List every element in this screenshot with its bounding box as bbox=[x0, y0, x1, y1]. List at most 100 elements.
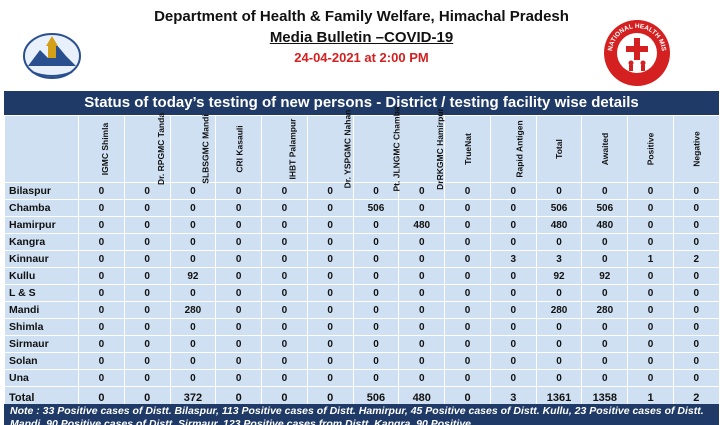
table-cell: 0 bbox=[489, 267, 537, 285]
column-header: DrRKGMC Hamirpur bbox=[398, 108, 445, 189]
table-cell: 0 bbox=[169, 318, 217, 336]
table-row: Kangra 0 0 0 0 0 0 0 0 0 0 0 0 0 0 bbox=[4, 233, 720, 251]
table-cell: 0 bbox=[78, 267, 125, 285]
table-cell: 0 bbox=[215, 199, 263, 217]
table-cell: 0 bbox=[306, 233, 354, 251]
table-cell: 0 bbox=[535, 369, 583, 387]
table-cell: 0 bbox=[398, 284, 446, 302]
table-cell: 0 bbox=[261, 318, 308, 336]
table-cell: 0 bbox=[78, 233, 125, 251]
column-header: Awaited bbox=[581, 115, 629, 183]
table-cell: 280 bbox=[581, 301, 629, 319]
table-cell: 0 bbox=[627, 318, 674, 336]
table-cell: 0 bbox=[627, 233, 674, 251]
table-cell: 0 bbox=[352, 267, 400, 285]
table-cell: 0 bbox=[215, 301, 263, 319]
table-cell: 0 bbox=[169, 369, 217, 387]
table-cell: 0 bbox=[169, 335, 217, 353]
table-cell: 0 bbox=[215, 233, 263, 251]
table-cell: 0 bbox=[444, 318, 491, 336]
table-cell: 0 bbox=[398, 250, 446, 268]
table-cell: 0 bbox=[215, 335, 263, 353]
table-cell: 0 bbox=[398, 318, 446, 336]
table-cell: 480 bbox=[535, 216, 583, 234]
district-name: Chamba bbox=[4, 199, 79, 217]
table-cell: 0 bbox=[581, 250, 629, 268]
table-cell: 0 bbox=[398, 335, 446, 353]
table-cell: 0 bbox=[78, 352, 125, 370]
table-cell: 0 bbox=[169, 199, 217, 217]
table-cell: 0 bbox=[215, 318, 263, 336]
district-name: Kangra bbox=[4, 233, 79, 251]
district-name: Una bbox=[4, 369, 79, 387]
table-cell: 0 bbox=[352, 216, 400, 234]
table-cell: 0 bbox=[672, 233, 720, 251]
table-cell: 0 bbox=[444, 352, 491, 370]
table-cell: 0 bbox=[78, 369, 125, 387]
table-cell: 0 bbox=[352, 352, 400, 370]
table-cell: 0 bbox=[261, 250, 308, 268]
table-cell: 0 bbox=[261, 216, 308, 234]
table-cell: 0 bbox=[215, 216, 263, 234]
table-cell: 0 bbox=[581, 352, 629, 370]
table-row: Una 0 0 0 0 0 0 0 0 0 0 0 0 0 0 bbox=[4, 369, 720, 387]
table-cell: 0 bbox=[215, 267, 263, 285]
table-cell: 0 bbox=[489, 318, 537, 336]
bulletin-subtitle: Media Bulletin –COVID-19 bbox=[269, 29, 454, 46]
table-cell: 0 bbox=[398, 369, 446, 387]
district-name: Solan bbox=[4, 352, 79, 370]
table-cell: 0 bbox=[581, 335, 629, 353]
table-row: Kinnaur 0 0 0 0 0 0 0 0 0 3 3 0 1 2 bbox=[4, 250, 720, 268]
table-header-row: IGMC Shimla Dr. RPGMC Tanda SLBSGMC Mandi C… bbox=[4, 106, 720, 191]
department-title: Department of Health & Family Welfare, H… bbox=[154, 8, 569, 25]
bulletin-note: Note : 33 Positive cases of Distt. Bilas… bbox=[4, 404, 719, 425]
table-cell: 0 bbox=[444, 250, 491, 268]
table-cell: 506 bbox=[352, 199, 400, 217]
table-cell: 0 bbox=[581, 182, 629, 200]
table-cell: 0 bbox=[352, 284, 400, 302]
table-cell: 0 bbox=[306, 352, 354, 370]
table-cell: 0 bbox=[306, 250, 354, 268]
table-cell: 0 bbox=[444, 182, 491, 200]
table-body: Bilaspur 0 0 0 0 0 0 0 0 0 0 0 0 0 0 Chamba 0 0 0 0 0 0 506 0 0 0… bbox=[4, 182, 720, 410]
table-cell: 0 bbox=[169, 182, 217, 200]
table-cell: 0 bbox=[215, 182, 263, 200]
himachal-emblem-icon bbox=[23, 33, 81, 79]
table-cell: 0 bbox=[627, 199, 674, 217]
table-row: Bilaspur 0 0 0 0 0 0 0 0 0 0 0 0 0 0 bbox=[4, 182, 720, 200]
table-cell: 0 bbox=[444, 369, 491, 387]
column-header: Pt. JLNGMC Chamba bbox=[352, 106, 401, 191]
table-cell: 0 bbox=[672, 318, 720, 336]
table-banner: Status of today’s testing of new persons… bbox=[4, 91, 719, 115]
table-cell: 0 bbox=[672, 301, 720, 319]
table-cell: 0 bbox=[535, 318, 583, 336]
table-cell: 0 bbox=[123, 284, 171, 302]
table-cell: 0 bbox=[535, 352, 583, 370]
table-row: Kullu 0 0 92 0 0 0 0 0 0 0 92 92 0 0 bbox=[4, 267, 720, 285]
table-cell: 0 bbox=[352, 301, 400, 319]
table-cell: 0 bbox=[215, 369, 263, 387]
table-cell: 0 bbox=[398, 233, 446, 251]
table-cell: 1 bbox=[627, 250, 674, 268]
table-cell: 0 bbox=[78, 182, 125, 200]
table-cell: 0 bbox=[398, 301, 446, 319]
table-cell: 0 bbox=[78, 335, 125, 353]
table-cell: 0 bbox=[169, 284, 217, 302]
table-cell: 0 bbox=[398, 199, 446, 217]
table-cell: 0 bbox=[215, 250, 263, 268]
table-cell: 0 bbox=[123, 369, 171, 387]
table-cell: 0 bbox=[672, 369, 720, 387]
table-cell: 0 bbox=[261, 284, 308, 302]
table-cell: 0 bbox=[489, 284, 537, 302]
table-cell: 0 bbox=[672, 199, 720, 217]
table-cell: 0 bbox=[489, 199, 537, 217]
table-cell: 0 bbox=[78, 199, 125, 217]
table-cell: 0 bbox=[489, 233, 537, 251]
table-cell: 0 bbox=[169, 216, 217, 234]
table-cell: 0 bbox=[261, 352, 308, 370]
table-cell: 0 bbox=[398, 352, 446, 370]
table-row: Mandi 0 0 280 0 0 0 0 0 0 0 280 280 0 0 bbox=[4, 301, 720, 319]
table-cell: 0 bbox=[261, 335, 308, 353]
column-header: SLBSGMC Mandi bbox=[169, 114, 217, 183]
column-header: Total bbox=[535, 115, 583, 183]
